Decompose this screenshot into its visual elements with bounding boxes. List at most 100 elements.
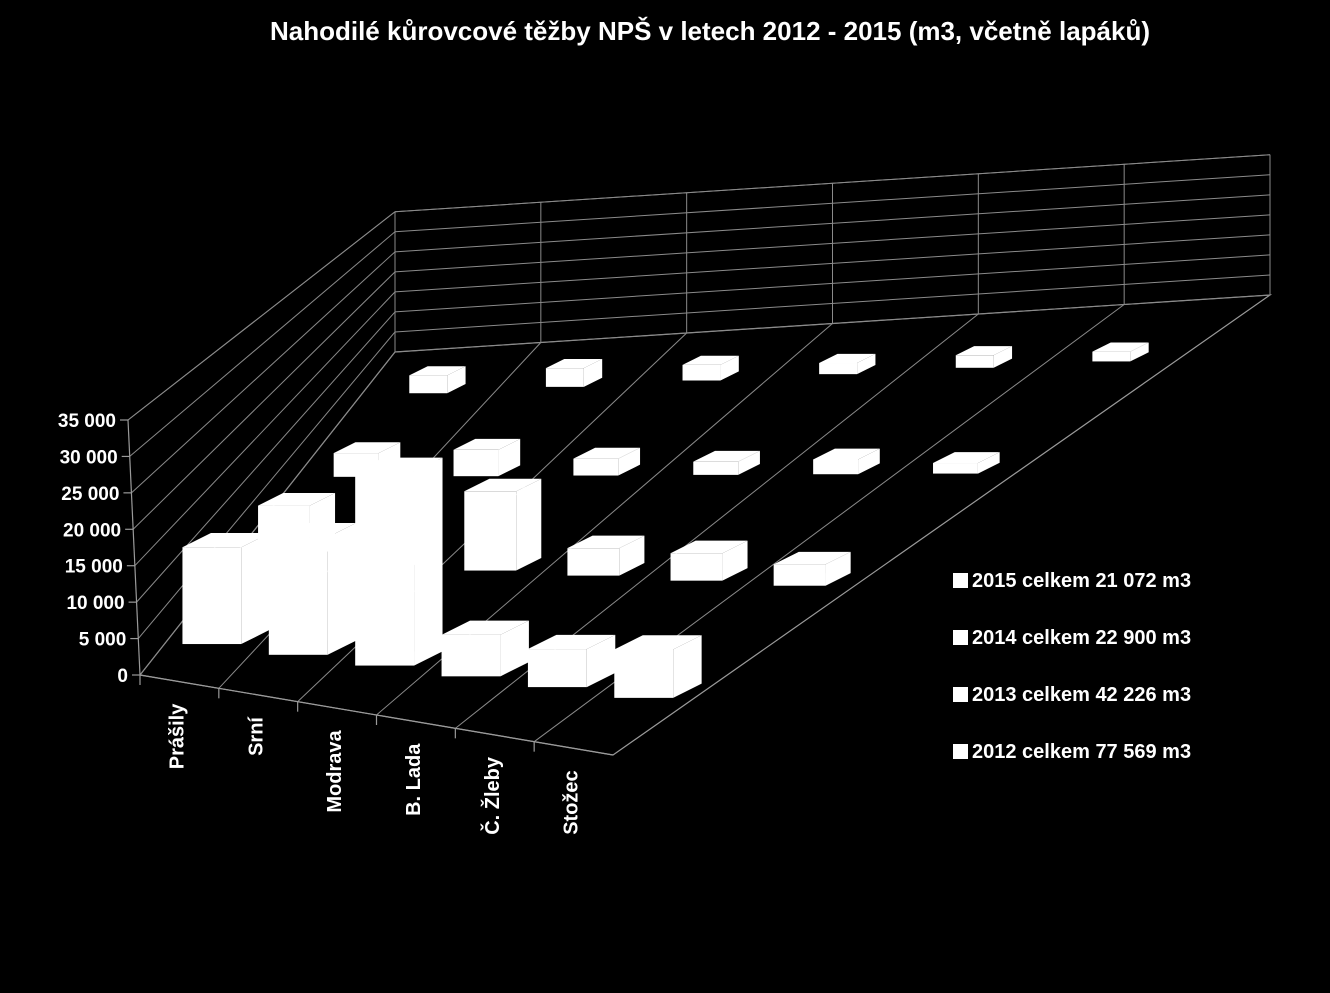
bar-front-face (409, 375, 448, 394)
bar-side-face (722, 540, 748, 581)
bar-front-face (670, 553, 723, 581)
bar-top-face (453, 438, 521, 450)
bar-top-face (819, 353, 876, 364)
bar-top-face (670, 540, 748, 554)
bar-side-face (498, 438, 521, 477)
gridline-left (127, 211, 396, 421)
category-label: B. Lada (403, 743, 425, 816)
bar (693, 450, 760, 475)
bar-top-face (441, 620, 529, 635)
bar (955, 346, 1013, 368)
bar-side-face (241, 532, 270, 645)
bar-top-face (527, 634, 616, 650)
bar-top-face (773, 551, 851, 565)
bar-top-face (813, 448, 880, 460)
bar-side-face (673, 635, 702, 698)
legend: 2015 celkem 21 072 m3 2014 celkem 22 900 … (953, 570, 1191, 763)
bar-front-face (441, 634, 501, 677)
bar-top-face (693, 450, 760, 462)
category-label: Prášily (166, 703, 188, 769)
bar-front-face (573, 458, 619, 476)
gridline-left (134, 291, 396, 567)
bar-top-face (182, 532, 270, 548)
bar-front-face (182, 547, 242, 645)
bar-top-face (464, 478, 542, 492)
legend-label: 2015 celkem 21 072 m3 (972, 570, 1191, 592)
legend-label: 2013 celkem 42 226 m3 (972, 684, 1191, 706)
bar-top-face (955, 346, 1013, 356)
gridline-left (137, 331, 396, 639)
bar-side-face (619, 535, 645, 576)
gridline-left (132, 271, 396, 530)
y-tick-label: 5 000 (79, 630, 127, 651)
gridline-left (136, 311, 396, 603)
bar-side-face (447, 366, 466, 394)
bar-top-face (545, 358, 603, 369)
bar-top-face (268, 522, 357, 538)
category-label: Č. Žleby (480, 756, 504, 835)
bar-side-face (516, 478, 542, 571)
bar-top-face (573, 447, 641, 459)
bar (670, 540, 748, 581)
bar-front-face (453, 449, 499, 477)
bar-front-face (773, 564, 826, 586)
bar-front-face (614, 649, 674, 698)
bar-top-face (933, 452, 1000, 464)
bar (773, 551, 851, 586)
bar-side-face (618, 447, 641, 476)
bar-top-face (1092, 342, 1149, 352)
bar-side-face (720, 355, 739, 381)
y-tick-label: 0 (117, 666, 128, 687)
bar-side-face (500, 620, 529, 677)
bar (409, 366, 466, 394)
bar-front-face (955, 355, 994, 368)
gridline-left (129, 231, 396, 457)
legend-swatch (953, 744, 968, 759)
bar-top-face (355, 457, 443, 472)
bar (567, 535, 645, 576)
bar (545, 358, 603, 387)
bar-top-face (409, 366, 466, 376)
bar-side-face (858, 448, 880, 475)
bar-front-face (527, 649, 587, 688)
bar-front-face (567, 548, 620, 576)
y-tick-label: 35 000 (58, 411, 116, 432)
bar-front-face (813, 459, 859, 475)
bar-side-face (738, 450, 760, 475)
bar (1092, 342, 1149, 362)
bar-top-face (614, 635, 702, 650)
bar-top-face (258, 493, 336, 506)
legend-label: 2014 celkem 22 900 m3 (972, 627, 1191, 649)
bar (573, 447, 641, 476)
bar-side-face (977, 452, 1000, 474)
bar-side-face (1130, 342, 1149, 362)
bar-front-face (268, 537, 328, 655)
bar (453, 438, 521, 477)
bar-top-face (567, 535, 645, 549)
y-tick-label: 30 000 (60, 447, 118, 468)
bar (682, 355, 739, 381)
legend-swatch (953, 573, 968, 588)
bar-side-face (993, 346, 1013, 368)
y-tick-label: 20 000 (63, 520, 121, 541)
bar-side-face (586, 634, 616, 688)
gridline-left (131, 251, 396, 494)
bar-side-face (583, 358, 603, 387)
bar-front-face (355, 471, 415, 666)
y-tick-label: 25 000 (61, 484, 119, 505)
value-axis-line (127, 419, 141, 676)
bar (464, 478, 542, 571)
bar (819, 353, 876, 375)
bars-layer (182, 342, 1149, 698)
legend-swatch (953, 630, 968, 645)
bar-front-face (464, 491, 517, 571)
legend-label: 2012 celkem 77 569 m3 (972, 741, 1191, 763)
bar-front-face (545, 368, 584, 387)
axis-layer: 0 5 000 10 000 15 000 20 000 25 000 30 000 35 0… (58, 411, 614, 835)
bar-side-face (327, 522, 357, 655)
y-tick-label: 15 000 (65, 557, 123, 578)
bar (441, 620, 529, 677)
bar-front-face (693, 461, 739, 475)
category-label: Modrava (324, 729, 346, 812)
y-tick-label: 10 000 (66, 593, 124, 614)
